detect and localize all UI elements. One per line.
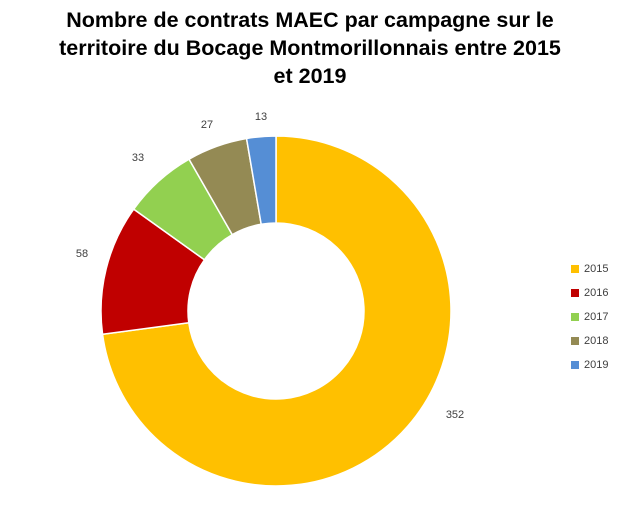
legend-item-2015: 2015: [571, 257, 608, 281]
legend-item-2018: 2018: [571, 329, 608, 353]
legend-label: 2018: [584, 335, 609, 347]
chart-title-line: Nombre de contrats MAEC par campagne sur…: [66, 8, 554, 32]
legend-item-2017: 2017: [571, 305, 608, 329]
legend-swatch: [571, 337, 579, 345]
legend-label: 2016: [584, 287, 609, 299]
data-label-2016: 58: [76, 248, 88, 260]
legend-swatch: [571, 265, 579, 273]
donut-slice-2019: [245, 135, 277, 226]
legend-item-2019: 2019: [571, 353, 608, 377]
data-label-2017: 33: [132, 152, 144, 164]
data-label-2018: 27: [201, 119, 213, 131]
data-label-2015: 352: [446, 409, 464, 421]
chart-title-line: et 2019: [273, 64, 347, 88]
legend: 2015 2016 2017 2018 2019: [571, 257, 608, 377]
legend-label: 2015: [584, 263, 609, 275]
legend-swatch: [571, 289, 579, 297]
data-label-2019: 13: [255, 111, 267, 123]
chart-title: Nombre de contrats MAEC par campagne sur…: [0, 6, 620, 90]
legend-item-2016: 2016: [571, 281, 608, 305]
legend-swatch: [571, 361, 579, 369]
donut-slice-2015: [101, 135, 452, 487]
legend-swatch: [571, 313, 579, 321]
legend-label: 2019: [584, 359, 609, 371]
legend-label: 2017: [584, 311, 609, 323]
chart-title-line: territoire du Bocage Montmorillonnais en…: [59, 36, 561, 60]
